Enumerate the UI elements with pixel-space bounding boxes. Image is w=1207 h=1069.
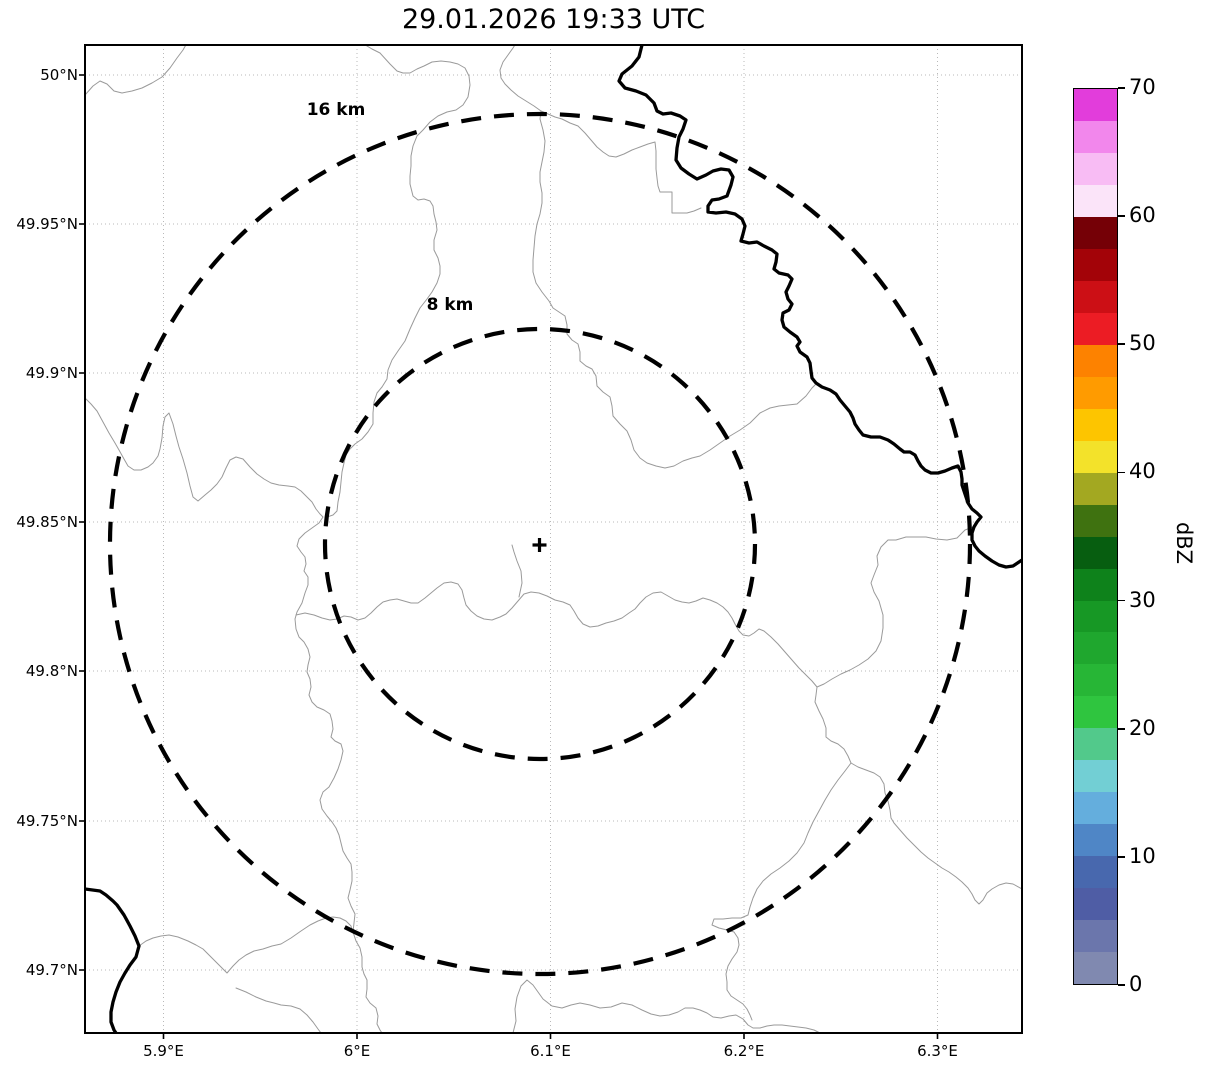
colorbar-segment bbox=[1074, 664, 1117, 697]
colorbar-tick-label: 0 bbox=[1129, 972, 1143, 996]
colorbar-segment bbox=[1074, 920, 1117, 953]
y-axis-tick-label: 49.85°N bbox=[16, 513, 78, 531]
colorbar-segment bbox=[1074, 248, 1117, 281]
y-axis-tick-label: 49.8°N bbox=[25, 662, 78, 680]
colorbar-segment bbox=[1074, 792, 1117, 825]
colorbar-segment bbox=[1074, 760, 1117, 793]
colorbar-segment bbox=[1074, 472, 1117, 505]
colorbar-segment bbox=[1074, 888, 1117, 921]
colorbar-tick bbox=[1118, 984, 1125, 986]
colorbar-tick-label: 70 bbox=[1129, 75, 1156, 99]
colorbar-tick-label: 50 bbox=[1129, 331, 1156, 356]
colorbar-segment bbox=[1074, 568, 1117, 601]
axes bbox=[79, 44, 1023, 1039]
colorbar bbox=[1073, 88, 1118, 985]
x-axis-tick-label: 5.9°E bbox=[143, 1042, 184, 1060]
colorbar-segment bbox=[1074, 856, 1117, 889]
colorbar-tick bbox=[1118, 343, 1125, 346]
colorbar-segment bbox=[1074, 952, 1117, 985]
colorbar-tick bbox=[1118, 599, 1125, 602]
y-axis-tick-label: 49.95°N bbox=[16, 215, 78, 233]
colorbar-segment bbox=[1074, 344, 1117, 377]
colorbar-segment bbox=[1074, 632, 1117, 665]
colorbar-tick-label: 60 bbox=[1129, 203, 1156, 228]
colorbar-segment bbox=[1074, 696, 1117, 729]
colorbar-segment bbox=[1074, 408, 1117, 441]
colorbar-segment bbox=[1074, 152, 1117, 185]
y-axis-tick-label: 49.75°N bbox=[16, 812, 78, 830]
colorbar-segment bbox=[1074, 120, 1117, 153]
y-axis-tick-label: 49.9°N bbox=[25, 364, 78, 382]
colorbar-tick bbox=[1118, 727, 1125, 730]
colorbar-segment bbox=[1074, 376, 1117, 409]
colorbar-tick-label: 40 bbox=[1129, 459, 1156, 484]
colorbar-segment bbox=[1074, 440, 1117, 473]
x-axis-tick-label: 6.3°E bbox=[917, 1042, 958, 1060]
x-axis-tick-label: 6.1°E bbox=[530, 1042, 571, 1060]
colorbar-tick-label: 10 bbox=[1129, 843, 1156, 868]
range-ring-label-8km: 8 km bbox=[426, 295, 474, 315]
colorbar-segment bbox=[1074, 312, 1117, 345]
colorbar-tick bbox=[1118, 471, 1125, 474]
x-axis-tick-label: 6.2°E bbox=[723, 1042, 765, 1060]
range-rings bbox=[107, 111, 973, 977]
river-lines bbox=[85, 45, 1022, 1033]
x-axis-tick-label: 6°E bbox=[343, 1042, 371, 1060]
colorbar-segment bbox=[1074, 280, 1117, 313]
grid-lines bbox=[85, 45, 1022, 1033]
colorbar-tick bbox=[1118, 215, 1125, 217]
colorbar-tick bbox=[1118, 856, 1125, 858]
colorbar-tick-label: 30 bbox=[1129, 587, 1156, 612]
colorbar-segment bbox=[1074, 536, 1117, 569]
y-axis-tick-label: 50°N bbox=[40, 66, 78, 84]
range-ring-label-16km: 16 km bbox=[306, 100, 366, 120]
colorbar-segment bbox=[1074, 728, 1117, 761]
figure-title: 29.01.2026 19:33 UTC bbox=[401, 4, 706, 35]
colorbar-segment bbox=[1074, 504, 1117, 537]
colorbar-tick-label: 20 bbox=[1129, 715, 1156, 740]
colorbar-segment bbox=[1074, 184, 1117, 217]
colorbar-segment bbox=[1074, 89, 1117, 121]
colorbar-unit-label: dBZ bbox=[1172, 521, 1196, 565]
colorbar-segment bbox=[1074, 824, 1117, 857]
colorbar-segment bbox=[1074, 600, 1117, 633]
y-axis-tick-label: 49.7°N bbox=[25, 961, 78, 979]
colorbar-tick bbox=[1118, 87, 1125, 89]
admin-border-lines bbox=[85, 45, 1022, 1033]
colorbar-segment bbox=[1074, 216, 1117, 249]
